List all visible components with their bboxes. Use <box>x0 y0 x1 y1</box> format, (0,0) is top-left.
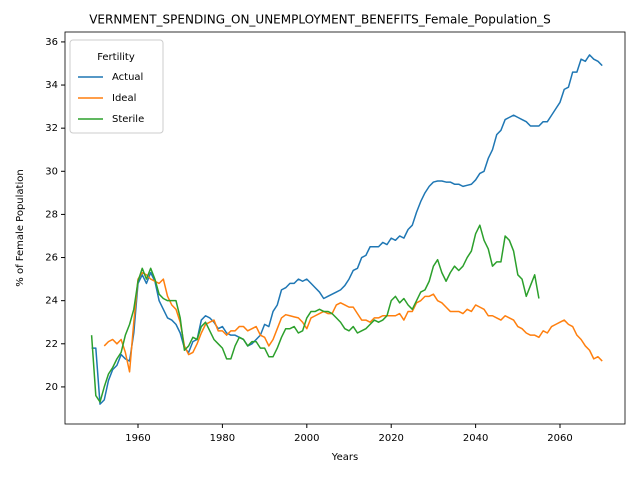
chart-title: VERNMENT_SPENDING_ON_UNEMPLOYMENT_BENEFI… <box>89 13 551 27</box>
legend-label: Ideal <box>112 93 136 104</box>
y-tick-label: 26 <box>45 253 58 264</box>
legend-label: Actual <box>112 72 143 83</box>
x-tick-label: 2060 <box>547 433 572 444</box>
line-series <box>90 224 540 403</box>
plot-frame <box>64 31 626 425</box>
x-tick-label: 1960 <box>125 433 150 444</box>
y-tick-label: 34 <box>45 80 58 91</box>
x-axis-label: Years <box>331 452 358 463</box>
legend-box <box>69 39 164 134</box>
y-tick-label: 36 <box>45 37 58 48</box>
line-series <box>91 54 603 405</box>
y-tick-label: 22 <box>45 339 58 350</box>
y-tick-label: 30 <box>45 166 58 177</box>
y-axis-label: % of Female Population <box>15 169 26 286</box>
y-tick-label: 32 <box>45 123 58 134</box>
x-tick-label: 2020 <box>378 433 403 444</box>
x-tick-label: 2040 <box>463 433 488 444</box>
x-tick-label: 1980 <box>210 433 235 444</box>
legend-title: Fertility <box>97 52 135 63</box>
y-tick-label: 28 <box>45 209 58 220</box>
line-series <box>103 271 603 373</box>
x-tick-label: 2000 <box>294 433 319 444</box>
y-tick-label: 24 <box>45 296 58 307</box>
legend-label: Sterile <box>112 114 144 125</box>
y-tick-label: 20 <box>45 382 58 393</box>
